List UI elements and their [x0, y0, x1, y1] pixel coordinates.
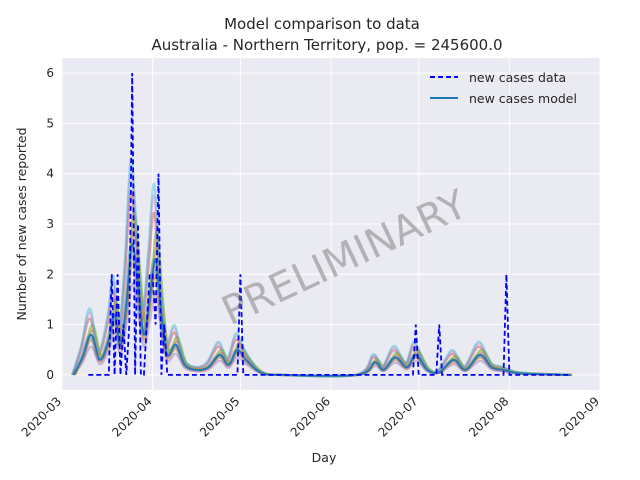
x-tick-label: 2020-05 — [197, 394, 242, 439]
model-ensemble-line — [71, 190, 570, 378]
y-tick-label: 5 — [46, 116, 54, 130]
y-tick-label: 0 — [46, 368, 54, 382]
y-tick-label: 1 — [46, 318, 54, 332]
x-tick-label: 2020-04 — [109, 394, 154, 439]
data-line — [88, 73, 571, 376]
legend: new cases data new cases model — [430, 70, 577, 106]
y-tick-labels: 0 1 2 3 4 5 6 — [46, 66, 54, 382]
y-tick-label: 3 — [46, 217, 54, 231]
y-tick-label: 4 — [46, 167, 54, 181]
model-ensemble-line — [72, 282, 571, 377]
chart-subtitle: Australia - Northern Territory, pop. = 2… — [151, 36, 502, 54]
x-tick-label: 2020-06 — [288, 394, 333, 439]
x-axis-label: Day — [312, 450, 337, 465]
x-tick-labels: 2020-03 2020-04 2020-05 2020-06 2020-07 2020-… — [19, 394, 602, 439]
legend-label-model: new cases model — [469, 91, 577, 106]
x-tick-label: 2020-09 — [557, 394, 602, 439]
legend-label-data: new cases data — [469, 70, 566, 85]
chart-title: Model comparison to data — [224, 15, 420, 33]
x-tick-label: 2020-08 — [466, 394, 511, 439]
x-tick-label: 2020-07 — [375, 394, 420, 439]
y-tick-label: 2 — [46, 267, 54, 281]
model-ensemble-line — [71, 171, 570, 378]
series-lines — [72, 73, 571, 377]
y-axis-label: Number of new cases reported — [14, 127, 29, 320]
y-tick-label: 6 — [46, 66, 54, 80]
model-ensemble-line — [71, 242, 570, 378]
grid — [61, 58, 601, 390]
x-tick-label: 2020-03 — [19, 394, 64, 439]
